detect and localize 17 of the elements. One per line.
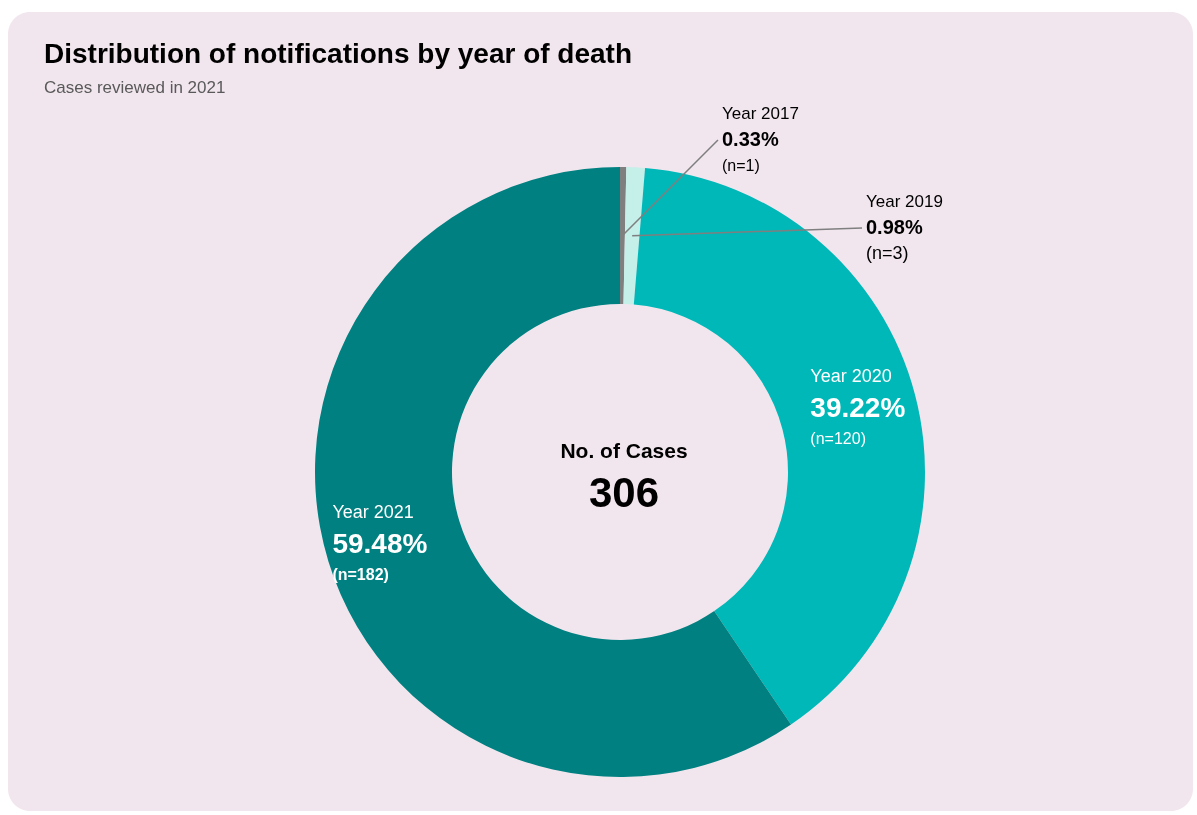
text: 306 xyxy=(588,469,660,516)
data-label: 39.22% xyxy=(810,391,906,423)
text: (n=1) xyxy=(722,157,760,174)
chart-title: Distribution of notifications by year of death xyxy=(44,38,633,69)
slice-label: Year 2020 xyxy=(810,365,892,386)
data-label: 59.48% xyxy=(332,527,428,559)
text: (n=120) xyxy=(810,429,866,447)
text: (n=182) xyxy=(332,565,389,583)
data-label: 0.98% xyxy=(866,216,923,238)
donut-slice xyxy=(623,167,646,305)
text: No. of Cases xyxy=(560,439,688,462)
data-label: 0.33% xyxy=(722,128,779,150)
slice-label: Year 2017 xyxy=(722,104,799,123)
text: Cases reviewed in 2021 xyxy=(44,78,226,97)
text: (n=3) xyxy=(866,243,909,263)
slice-label: Year 2019 xyxy=(866,192,943,211)
slice-label: Year 2021 xyxy=(332,501,414,522)
